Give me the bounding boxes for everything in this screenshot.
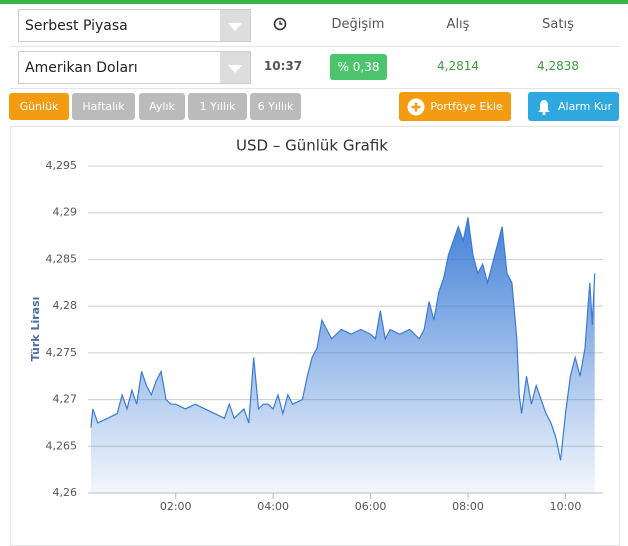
- x-tick-label: 04:00: [257, 500, 289, 513]
- y-tick-label: 4,26: [53, 486, 78, 499]
- plus-icon: [407, 98, 425, 115]
- y-tick-label: 4,265: [46, 439, 78, 452]
- clock-icon: [273, 17, 287, 31]
- currency: Amerikan Doları: [25, 59, 138, 76]
- y-tick-label: 4,28: [53, 299, 78, 312]
- y-tick-label: 4,275: [46, 346, 78, 359]
- bell-icon: [537, 99, 550, 115]
- x-tick-label: 02:00: [160, 500, 192, 513]
- y-axis-label: Türk Lirası: [29, 297, 42, 362]
- portfolio-button[interactable]: Portföye Ekle: [399, 92, 511, 121]
- top-bar: [0, 0, 628, 4]
- change: % 0,38: [330, 54, 387, 80]
- line: [90, 217, 596, 461]
- x-tick-label: 10:00: [550, 500, 582, 513]
- x-tick-label: 08:00: [452, 500, 484, 513]
- alarm-button[interactable]: Alarm Kur: [528, 92, 619, 121]
- y-tick-label: 4,29: [53, 206, 78, 219]
- market: Serbest Piyasa: [25, 17, 128, 34]
- portfolio-label: Portföye Ekle: [430, 100, 503, 113]
- divider: [10, 88, 620, 89]
- currency-select[interactable]: Amerikan Doları: [18, 51, 251, 84]
- tab[interactable]: Günlük: [9, 93, 69, 120]
- y-tick-label: 4,27: [53, 393, 78, 406]
- tab[interactable]: Haftalık: [72, 93, 135, 120]
- chart: USD – Günlük Grafik Türk Lirası 4,26 4,26…: [29, 137, 603, 513]
- y-tick-label: 4,295: [46, 159, 78, 172]
- tab[interactable]: Aylık: [139, 93, 185, 120]
- tab[interactable]: 6 Yıllık: [250, 93, 301, 120]
- sell-label: Satış: [542, 17, 574, 32]
- change-label: Değişim: [331, 17, 385, 32]
- buy: 4,2814: [437, 59, 479, 73]
- chart-title: USD – Günlük Grafik: [236, 137, 388, 155]
- area-fill: [90, 217, 595, 493]
- y-tick-label: 4,285: [46, 252, 78, 265]
- time: 10:37: [263, 59, 303, 73]
- tab[interactable]: 1 Yıllık: [188, 93, 247, 120]
- buy-label: Alış: [446, 17, 470, 32]
- divider: [10, 46, 620, 47]
- sell: 4,2838: [537, 59, 579, 73]
- market-select[interactable]: Serbest Piyasa: [18, 9, 251, 42]
- x-tick-label: 06:00: [355, 500, 387, 513]
- alarm-label: Alarm Kur: [557, 100, 613, 113]
